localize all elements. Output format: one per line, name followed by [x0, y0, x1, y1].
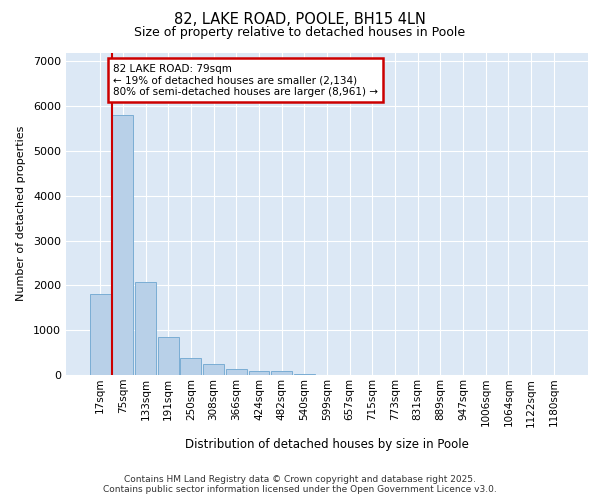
Text: 82 LAKE ROAD: 79sqm
← 19% of detached houses are smaller (2,134)
80% of semi-det: 82 LAKE ROAD: 79sqm ← 19% of detached ho…	[113, 64, 378, 97]
Text: Contains HM Land Registry data © Crown copyright and database right 2025.
Contai: Contains HM Land Registry data © Crown c…	[103, 474, 497, 494]
Bar	[226, 368, 247, 375]
Bar	[294, 374, 315, 375]
Bar	[112, 115, 133, 375]
Bar	[181, 358, 202, 375]
Bar	[90, 294, 110, 375]
X-axis label: Distribution of detached houses by size in Poole: Distribution of detached houses by size …	[185, 438, 469, 450]
Bar	[271, 372, 292, 375]
Bar	[203, 364, 224, 375]
Text: 82, LAKE ROAD, POOLE, BH15 4LN: 82, LAKE ROAD, POOLE, BH15 4LN	[174, 12, 426, 28]
Y-axis label: Number of detached properties: Number of detached properties	[16, 126, 26, 302]
Bar	[248, 370, 269, 375]
Text: Size of property relative to detached houses in Poole: Size of property relative to detached ho…	[134, 26, 466, 39]
Bar	[158, 338, 179, 375]
Bar	[135, 282, 156, 375]
